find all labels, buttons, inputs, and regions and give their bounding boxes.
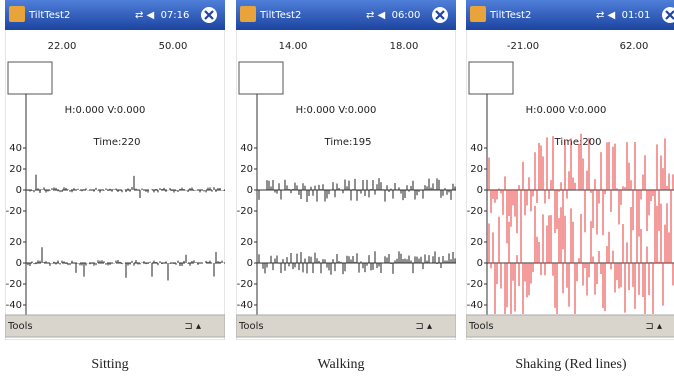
clock: 01:01 (622, 10, 651, 21)
start-icon[interactable] (470, 6, 486, 22)
readout: -21.00 (507, 41, 539, 52)
y-tick-label: -20 (467, 279, 483, 290)
app-title: TiltTest2 (259, 10, 301, 21)
y-tick-label: 0 (247, 185, 253, 196)
y-tick-label: -20 (6, 206, 22, 217)
status-text: H:0.000 V:0.000 (296, 105, 377, 116)
app-title: TiltTest2 (489, 10, 531, 21)
indicator-box (8, 62, 52, 94)
y-tick-label: -40 (237, 300, 253, 311)
indicator-box (239, 62, 283, 94)
y-tick-label: 20 (9, 164, 22, 175)
toolbar-menu[interactable]: Tools (468, 321, 494, 332)
y-tick-label: 0 (477, 185, 483, 196)
y-tick-label: 20 (9, 237, 22, 248)
y-tick-label: 0 (477, 258, 483, 269)
start-icon[interactable] (9, 6, 25, 22)
y-tick-label: -20 (467, 206, 483, 217)
y-tick-label: 0 (16, 185, 22, 196)
y-tick-label: 20 (240, 164, 253, 175)
y-tick-label: 40 (9, 143, 22, 154)
caption: Shaking (Red lines) (515, 357, 627, 372)
screen-bg (5, 0, 225, 340)
readout: 22.00 (48, 41, 77, 52)
keyboard-icon[interactable]: ⊐ ▴ (184, 321, 201, 332)
time-text: Time:220 (93, 137, 141, 148)
status-icons: ⇄ ◀ (596, 10, 616, 21)
time-text: Time:200 (554, 137, 602, 148)
y-tick-label: -40 (467, 300, 483, 311)
y-tick-label: 20 (240, 237, 253, 248)
caption: Sitting (91, 357, 128, 372)
y-tick-label: 0 (16, 258, 22, 269)
y-tick-label: 20 (470, 164, 483, 175)
y-tick-label: 40 (470, 143, 483, 154)
y-tick-label: 20 (470, 237, 483, 248)
readout: 62.00 (620, 41, 649, 52)
clock: 07:16 (161, 10, 190, 21)
y-tick-label: -40 (6, 300, 22, 311)
caption: Walking (317, 357, 364, 372)
status-text: H:0.000 V:0.000 (526, 105, 607, 116)
y-tick-label: 0 (247, 258, 253, 269)
toolbar-menu[interactable]: Tools (238, 321, 264, 332)
readout: 50.00 (159, 41, 188, 52)
figure: TiltTest2 ⇄ ◀ 07:16 22.00 50.00 H:0.000 V:0.0… (0, 0, 674, 377)
toolbar (466, 315, 674, 337)
start-icon[interactable] (240, 6, 256, 22)
screen-bg (236, 0, 456, 340)
keyboard-icon[interactable]: ⊐ ▴ (645, 321, 662, 332)
y-tick-label: -20 (6, 279, 22, 290)
readout: 18.00 (390, 41, 419, 52)
phone-screen: TiltTest2 ⇄ ◀ 06:00 14.00 18.00 H:0.000 V:0.0… (236, 0, 456, 340)
app-title: TiltTest2 (28, 10, 70, 21)
indicator-box (469, 62, 513, 94)
time-text: Time:195 (324, 137, 372, 148)
y-tick-label: 40 (240, 143, 253, 154)
status-icons: ⇄ ◀ (135, 10, 155, 21)
phone-screen: TiltTest2 ⇄ ◀ 07:16 22.00 50.00 H:0.000 V:0.0… (5, 0, 225, 340)
status-text: H:0.000 V:0.000 (65, 105, 146, 116)
y-tick-label: -20 (237, 279, 253, 290)
status-icons: ⇄ ◀ (366, 10, 386, 21)
y-tick-label: -20 (237, 206, 253, 217)
keyboard-icon[interactable]: ⊐ ▴ (415, 321, 432, 332)
readout: 14.00 (279, 41, 308, 52)
clock: 06:00 (392, 10, 421, 21)
phone-screen: TiltTest2 ⇄ ◀ 01:01 -21.00 62.00 H:0.000 V:0.… (466, 0, 674, 340)
toolbar-menu[interactable]: Tools (7, 321, 33, 332)
